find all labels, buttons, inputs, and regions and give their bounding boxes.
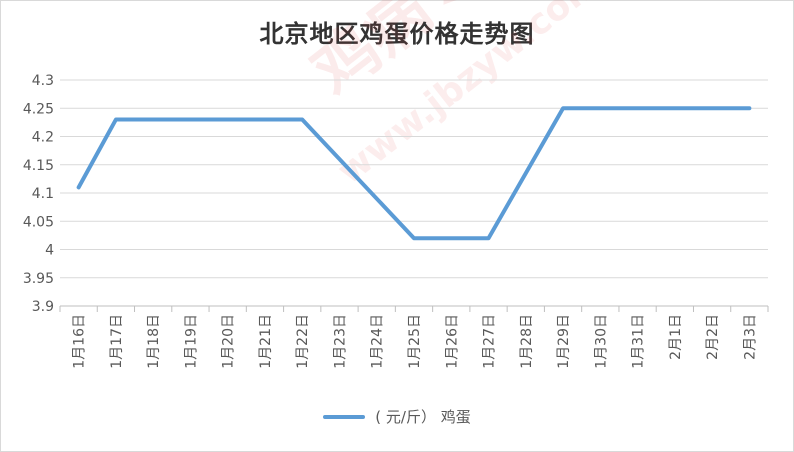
legend: ( 元/斤） 鸡蛋 xyxy=(0,406,794,427)
y-tick-label: 4.25 xyxy=(23,101,54,117)
x-tick-label: 2月2日 xyxy=(705,314,721,360)
x-tick-label: 1月31日 xyxy=(631,314,647,369)
legend-swatch xyxy=(323,414,366,419)
x-tick-label: 1月29日 xyxy=(556,314,572,369)
x-tick-label: 1月25日 xyxy=(407,314,423,369)
y-tick-labels: 3.9 3.95 4 4.05 4.1 4.15 4.2 4.25 4.3 xyxy=(23,73,54,315)
axes xyxy=(59,305,769,312)
x-tick-label: 1月16日 xyxy=(72,314,88,369)
x-tick-label: 1月30日 xyxy=(593,314,609,369)
x-tick-label: 1月19日 xyxy=(183,314,199,369)
x-tick-label: 1月26日 xyxy=(444,314,460,369)
series-lines xyxy=(76,106,752,241)
y-tick-label: 4.1 xyxy=(32,186,54,202)
x-tick-label: 1月22日 xyxy=(295,314,311,369)
x-tick-label: 2月3日 xyxy=(742,314,758,360)
x-tick-label: 1月28日 xyxy=(519,314,535,369)
y-tick-label: 4.2 xyxy=(32,130,54,146)
x-tick-label: 1月20日 xyxy=(221,314,237,369)
series-line xyxy=(76,106,752,241)
x-tick-label: 1月24日 xyxy=(370,314,386,369)
y-tick-label: 4.05 xyxy=(23,214,54,230)
y-tick-label: 4.3 xyxy=(32,73,54,89)
x-tick-label: 1月17日 xyxy=(109,314,125,369)
x-tick-label: 1月23日 xyxy=(332,314,348,369)
chart-title: 北京地区鸡蛋价格走势图 xyxy=(259,19,535,48)
y-tick-label: 4 xyxy=(45,243,54,259)
y-tick-label: 3.95 xyxy=(23,271,54,287)
x-tick-label: 1月27日 xyxy=(482,314,498,369)
x-tick-label: 2月1日 xyxy=(668,314,684,360)
gridlines xyxy=(60,79,768,307)
x-tick-label: 1月21日 xyxy=(258,314,274,369)
legend-label: ( 元/斤） 鸡蛋 xyxy=(375,408,471,426)
x-tick-label: 1月18日 xyxy=(146,314,162,369)
x-tick-labels: 1月16日 1月17日 1月18日 1月19日 1月20日 1月21日 1月22日 1月23日… xyxy=(72,314,759,369)
y-tick-label: 3.9 xyxy=(32,299,54,315)
y-tick-label: 4.15 xyxy=(23,158,54,174)
